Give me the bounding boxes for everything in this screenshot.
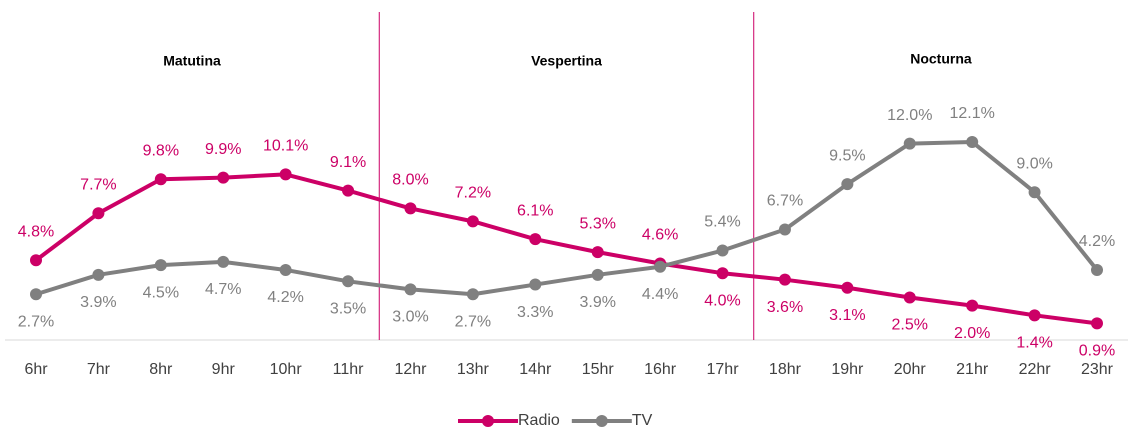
data-label: 3.6% (767, 299, 803, 316)
point (966, 135, 979, 148)
region-label: Vespertina (531, 53, 602, 69)
data-label: 3.9% (579, 294, 615, 311)
data-label: 4.4% (642, 286, 678, 303)
data-label: 5.4% (704, 214, 740, 231)
legend-label: TV (632, 412, 653, 429)
point (217, 255, 230, 268)
data-label: 6.1% (517, 202, 553, 219)
point (30, 288, 42, 301)
point (966, 299, 979, 312)
data-label: 4.0% (704, 292, 740, 309)
data-label: 12.0% (887, 107, 932, 124)
data-label: 3.5% (330, 301, 366, 318)
data-label: 2.5% (892, 317, 928, 334)
data-label: 5.3% (579, 215, 615, 232)
x-tick-label: 9hr (212, 361, 236, 378)
point (1028, 309, 1041, 322)
point (92, 207, 105, 220)
point (1028, 186, 1041, 199)
data-label: 2.7% (455, 313, 491, 330)
x-tick-label: 12hr (394, 361, 427, 378)
data-label: 10.1% (263, 138, 308, 155)
data-label: 2.7% (18, 313, 54, 330)
x-tick-label: 7hr (87, 361, 111, 378)
x-tick-label: 18hr (769, 361, 802, 378)
point (466, 288, 479, 301)
point (1091, 263, 1103, 276)
point (217, 171, 230, 184)
series-line (34, 172, 1098, 326)
data-label: 3.3% (517, 304, 553, 321)
data-label: 7.7% (80, 176, 116, 193)
data-label: 3.0% (392, 309, 428, 326)
data-label: 9.0% (1016, 155, 1052, 172)
point (279, 263, 292, 276)
point (92, 268, 105, 281)
point (1091, 317, 1103, 330)
point (716, 267, 729, 280)
point (716, 244, 729, 257)
data-label: 0.9% (1079, 343, 1115, 360)
point (466, 215, 479, 228)
data-label: 6.7% (767, 193, 803, 210)
region-label: Nocturna (910, 51, 972, 67)
data-label: 4.5% (143, 284, 179, 301)
point (342, 275, 355, 288)
point (154, 259, 167, 272)
x-tick-label: 23hr (1081, 361, 1114, 378)
legend-marker (482, 415, 494, 427)
x-tick-label: 19hr (831, 361, 864, 378)
x-tick-label: 15hr (582, 361, 615, 378)
point (279, 168, 292, 181)
point (529, 278, 542, 291)
x-tick-label: 11hr (333, 361, 365, 378)
point (778, 273, 791, 286)
data-label: 2.0% (954, 325, 990, 342)
data-label: 4.7% (205, 281, 241, 298)
x-tick-label: 13hr (457, 361, 490, 378)
legend-label: Radio (518, 412, 560, 429)
x-tick-label: 14hr (519, 361, 552, 378)
point (342, 184, 355, 197)
data-label: 7.2% (455, 185, 491, 202)
x-tick-label: 8hr (149, 361, 173, 378)
data-label: 4.6% (642, 227, 678, 244)
point (591, 268, 604, 281)
x-tick-label: 6hr (24, 361, 48, 378)
data-label: 9.8% (143, 142, 179, 159)
x-tick-label: 10hr (270, 361, 303, 378)
x-tick-label: 21hr (956, 361, 989, 378)
point (778, 223, 791, 236)
point (30, 254, 42, 267)
series-line (35, 139, 1099, 297)
data-label: 3.1% (829, 307, 865, 324)
point (404, 283, 417, 296)
data-label: 12.1% (949, 105, 994, 122)
point (154, 173, 167, 186)
data-label: 3.9% (80, 294, 116, 311)
region-label: Matutina (163, 53, 221, 69)
point (903, 137, 916, 150)
point (404, 202, 417, 215)
data-label: 9.5% (829, 147, 865, 164)
x-tick-label: 16hr (644, 361, 677, 378)
data-label: 8.0% (392, 172, 428, 189)
point (591, 246, 604, 259)
data-label: 4.2% (1079, 233, 1115, 250)
x-tick-label: 22hr (1019, 361, 1052, 378)
data-label: 4.8% (18, 223, 54, 240)
point (841, 178, 854, 191)
data-label: 1.4% (1016, 335, 1052, 352)
x-tick-label: 17hr (707, 361, 740, 378)
point (529, 233, 542, 246)
point (903, 291, 916, 304)
point (654, 260, 667, 273)
data-label: 4.2% (267, 289, 303, 306)
x-tick-label: 20hr (894, 361, 927, 378)
legend-marker (595, 415, 608, 427)
point (841, 281, 854, 294)
data-label: 9.1% (330, 154, 366, 171)
data-label: 9.9% (205, 141, 241, 158)
